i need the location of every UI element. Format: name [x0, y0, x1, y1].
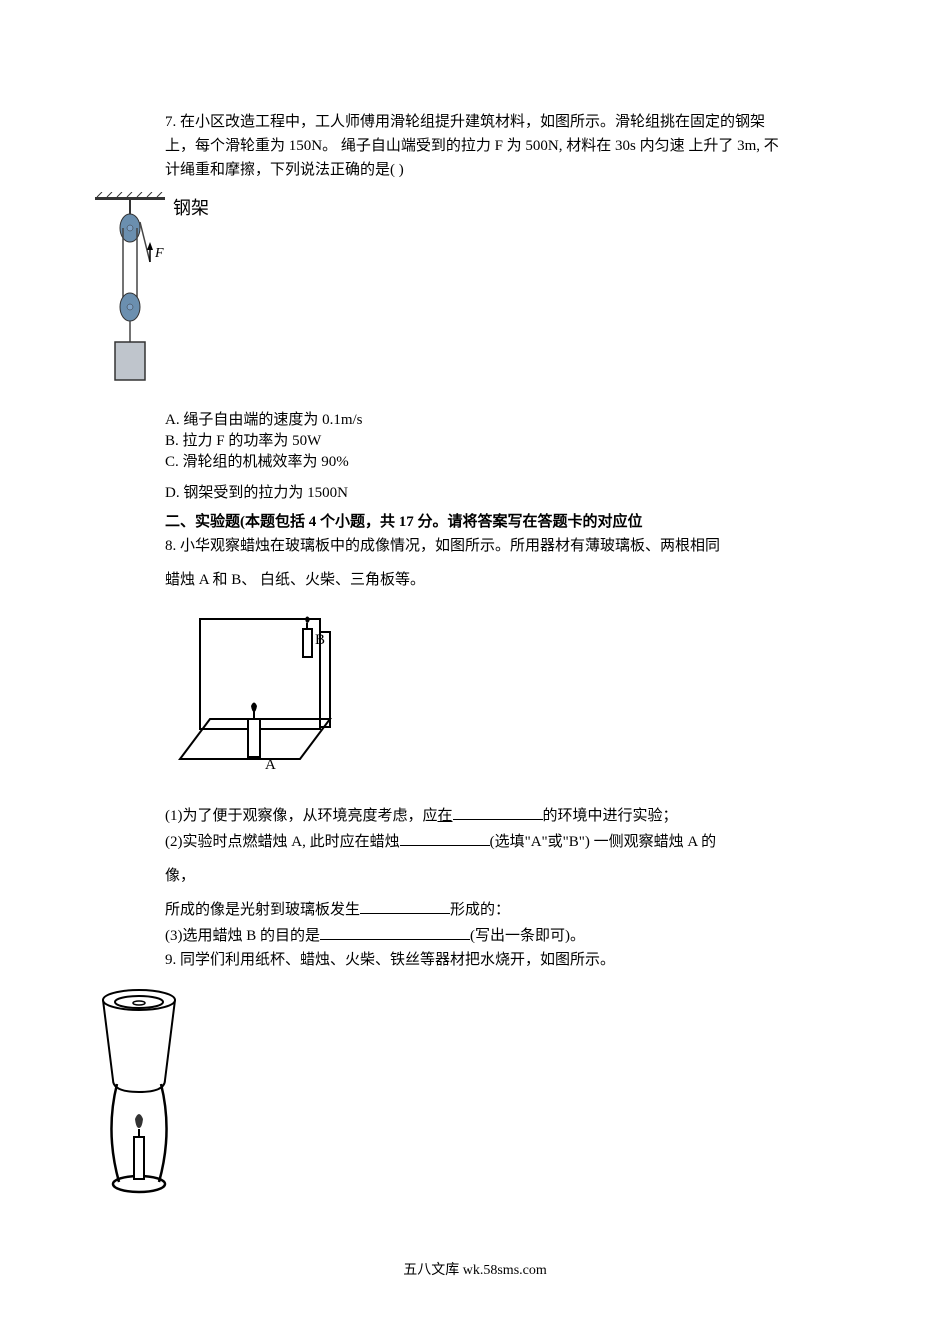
q8-sub3-a: 所成的像是光射到玻璃板发生 — [165, 902, 360, 918]
q8-sub4: (3)选用蜡烛 B 的目的是 (写出一条即可)。 — [165, 924, 785, 948]
q9-cup-diagram — [75, 982, 785, 1220]
section2-header: 二、实验题(本题包括 4 个小题，共 17 分。请将答案写在答题卡的对应位 — [165, 510, 785, 534]
q9-text: 9. 同学们利用纸杯、蜡烛、火柴、铁丝等器材把水烧开，如图所示。 — [165, 948, 785, 972]
q8-intro2: 蜡烛 A 和 B、 白纸、火柴、三角板等。 — [165, 568, 785, 592]
q7-force-label: F — [154, 246, 164, 261]
q8-blank3 — [360, 899, 450, 914]
q8-intro: 8. 小华观察蜡烛在玻璃板中的成像情况，如图所示。所用器材有薄玻璃板、两根相同 — [165, 534, 785, 558]
q8-sub2-a: (2)实验时点燃蜡烛 A, 此时应在蜡烛 — [165, 834, 400, 850]
q8-mirror-diagram: A B — [165, 604, 785, 792]
q7-pulley-diagram: F 钢架 — [85, 192, 785, 400]
q8-sub3-b: 形成的： — [450, 902, 510, 918]
q8-label-b: B — [315, 632, 325, 648]
q7-opt-c: C. 滑轮组的机械效率为 90% — [165, 452, 785, 473]
q8-blank4 — [320, 925, 470, 940]
q7-beam-label: 钢架 — [173, 198, 209, 218]
q7-opt-a: A. 绳子自由端的速度为 0.1m/s — [165, 410, 785, 431]
q8-sub2c: 像， — [165, 864, 785, 888]
q7-text: 7. 在小区改造工程中，工人师傅用滑轮组提升建筑材料，如图所示。滑轮组挑在固定的… — [165, 110, 785, 182]
q8-sub3: 所成的像是光射到玻璃板发生 形成的： — [165, 898, 785, 922]
q8-sub1: (1)为了便于观察像，从环境亮度考虑，应在 的环境中进行实验； — [165, 804, 785, 828]
q8-sub2-b: (选填"A"或"B") 一侧观察蜡烛 A 的 — [490, 834, 717, 850]
q7-opt-d: D. 钢架受到的拉力为 1500N — [165, 483, 785, 504]
q8-blank2 — [400, 831, 490, 846]
q8-sub1-c: 的环境中进行实验； — [543, 808, 678, 824]
q7-opt-b: B. 拉力 F 的功率为 50W — [165, 431, 785, 452]
q8-sub1-b: 在 — [438, 808, 453, 824]
q8-blank1 — [453, 805, 543, 820]
q8-sub4-b: (写出一条即可)。 — [470, 928, 585, 944]
page-footer: 五八文库 wk.58sms.com — [165, 1260, 785, 1282]
q8-label-a: A — [265, 757, 276, 773]
q7-options: A. 绳子自由端的速度为 0.1m/s B. 拉力 F 的功率为 50W C. … — [165, 410, 785, 504]
q8-sub1-a: (1)为了便于观察像，从环境亮度考虑，应 — [165, 808, 438, 824]
q8-sub2: (2)实验时点燃蜡烛 A, 此时应在蜡烛 (选填"A"或"B") 一侧观察蜡烛 A… — [165, 830, 785, 854]
q8-sub4-a: (3)选用蜡烛 B 的目的是 — [165, 928, 320, 944]
